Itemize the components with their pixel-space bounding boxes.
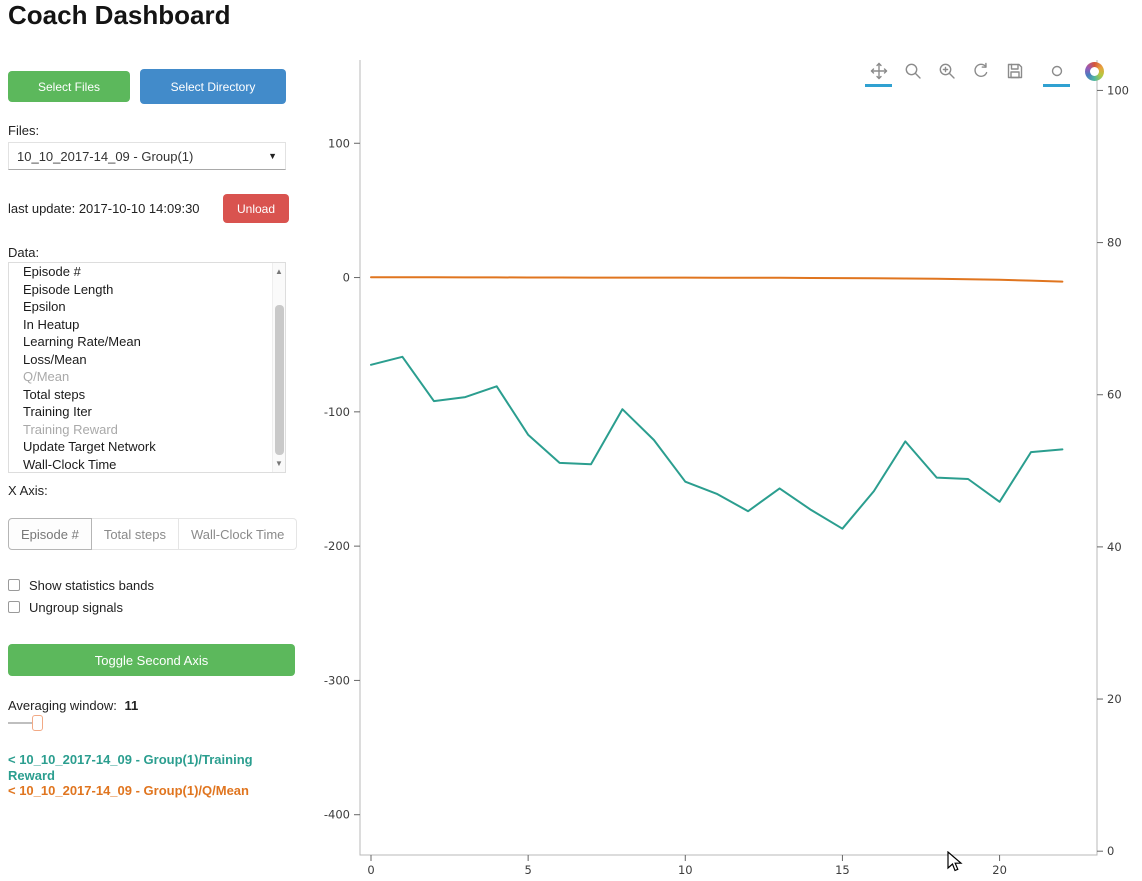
right-axis-tick-label: 0 xyxy=(1107,844,1114,858)
checkbox-icon[interactable] xyxy=(8,601,20,613)
x-axis-option-wall-clock-time[interactable]: Wall-Clock Time xyxy=(178,518,298,550)
checkbox-icon[interactable] xyxy=(8,579,20,591)
x-axis-label: X Axis: xyxy=(8,483,48,498)
x-axis-radio-group: Episode # Total steps Wall-Clock Time xyxy=(8,518,298,550)
list-item[interactable]: Training Iter xyxy=(23,404,92,419)
right-axis-tick-label: 60 xyxy=(1107,388,1122,402)
scroll-down-icon[interactable]: ▼ xyxy=(275,459,283,468)
data-signal-list[interactable]: Episode # Episode Length Epsilon In Heatup L… xyxy=(8,262,286,473)
x-axis-option-episode-[interactable]: Episode # xyxy=(8,518,92,550)
averaging-window-slider[interactable] xyxy=(8,714,295,732)
list-item[interactable]: Episode # xyxy=(23,264,81,279)
left-axis-tick-label: -300 xyxy=(324,673,350,687)
slider-handle[interactable] xyxy=(32,715,43,731)
left-axis-tick-label: -400 xyxy=(324,808,350,822)
x-axis-tick-label: 20 xyxy=(992,863,1007,877)
list-item[interactable]: Wall-Clock Time xyxy=(23,456,117,472)
list-item[interactable]: Update Target Network xyxy=(23,439,156,454)
checkbox-group: Show statistics bands Ungroup signals xyxy=(8,574,154,618)
x-axis-tick-label: 5 xyxy=(524,863,531,877)
list-item[interactable]: Episode Length xyxy=(23,281,114,297)
x-axis-option-total-steps[interactable]: Total steps xyxy=(91,518,179,550)
x-axis-tick-label: 0 xyxy=(367,863,374,877)
toggle-second-axis-button[interactable]: Toggle Second Axis xyxy=(8,644,295,676)
hover-tool-icon[interactable] xyxy=(1043,61,1070,87)
axis-frame xyxy=(359,60,1098,856)
averaging-window: Averaging window: 11 xyxy=(8,698,138,713)
list-item[interactable]: Q/Mean xyxy=(23,369,70,384)
list-item[interactable]: Learning Rate/Mean xyxy=(23,334,141,349)
x-axis-tick-label: 15 xyxy=(835,863,850,877)
wheel-zoom-tool-icon[interactable] xyxy=(936,61,957,82)
averaging-window-value: 11 xyxy=(124,698,139,713)
checkbox-label: Ungroup signals xyxy=(29,599,123,615)
list-item[interactable]: Loss/Mean xyxy=(23,351,87,367)
checkbox-ungroup-signals[interactable]: Ungroup signals xyxy=(8,596,154,618)
averaging-window-label: Averaging window: xyxy=(8,698,117,713)
series-line-0[interactable] xyxy=(370,355,1064,530)
scroll-up-icon[interactable]: ▲ xyxy=(275,267,283,276)
data-label: Data: xyxy=(8,245,40,260)
right-axis-tick-label: 20 xyxy=(1107,692,1122,706)
legend: < 10_10_2017-14_09 - Group(1)/Training R… xyxy=(8,752,295,799)
checkbox-label: Show statistics bands xyxy=(29,577,155,593)
list-item[interactable]: In Heatup xyxy=(23,316,80,332)
files-label: Files: xyxy=(8,123,40,138)
left-axis-tick-label: 0 xyxy=(343,271,350,285)
right-axis-tick-label: 80 xyxy=(1107,236,1122,250)
left-axis-tick-label: 100 xyxy=(328,136,350,150)
legend-entry[interactable]: < 10_10_2017-14_09 - Group(1)/Q/Mean xyxy=(8,783,249,798)
left-axis-tick-label: -200 xyxy=(324,539,350,553)
legend-entry[interactable]: < 10_10_2017-14_09 - Group(1)/Training R… xyxy=(8,752,253,783)
chevron-down-icon: ▼ xyxy=(268,151,277,161)
left-axis-tick-label: -100 xyxy=(324,405,350,419)
data-signal-list-items: Episode # Episode Length Epsilon In Heatup L… xyxy=(9,263,285,472)
series-line-1[interactable] xyxy=(370,276,1064,283)
box-zoom-tool-icon[interactable] xyxy=(902,61,923,82)
save-tool-icon[interactable] xyxy=(1004,61,1025,82)
bokeh-logo[interactable] xyxy=(1085,61,1104,81)
last-update-text: last update: 2017-10-10 14:09:30 xyxy=(8,201,200,216)
pan-tool-icon[interactable] xyxy=(865,61,892,87)
scrollbar-thumb[interactable] xyxy=(275,305,284,455)
list-item[interactable]: Total steps xyxy=(23,386,86,402)
right-axis-tick-label: 100 xyxy=(1107,83,1129,97)
list-item[interactable]: Epsilon xyxy=(23,299,66,314)
chart-toolbar xyxy=(865,58,1104,87)
reset-tool-icon[interactable] xyxy=(970,61,991,82)
slider-track xyxy=(8,722,34,724)
select-directory-button[interactable]: Select Directory xyxy=(140,69,286,104)
list-item[interactable]: Training Reward xyxy=(23,421,118,437)
checkbox-show-statistics-bands[interactable]: Show statistics bands xyxy=(8,574,154,596)
files-dropdown[interactable]: 10_10_2017-14_09 - Group(1) ▼ xyxy=(8,142,286,170)
scrollbar[interactable]: ▲ ▼ xyxy=(272,263,285,472)
unload-button[interactable]: Unload xyxy=(223,194,289,223)
page-title: Coach Dashboard xyxy=(8,0,231,30)
select-files-button[interactable]: Select Files xyxy=(8,71,130,102)
right-axis-tick-label: 40 xyxy=(1107,540,1122,554)
files-dropdown-value: 10_10_2017-14_09 - Group(1) xyxy=(17,148,194,164)
x-axis-tick-label: 10 xyxy=(678,863,693,877)
